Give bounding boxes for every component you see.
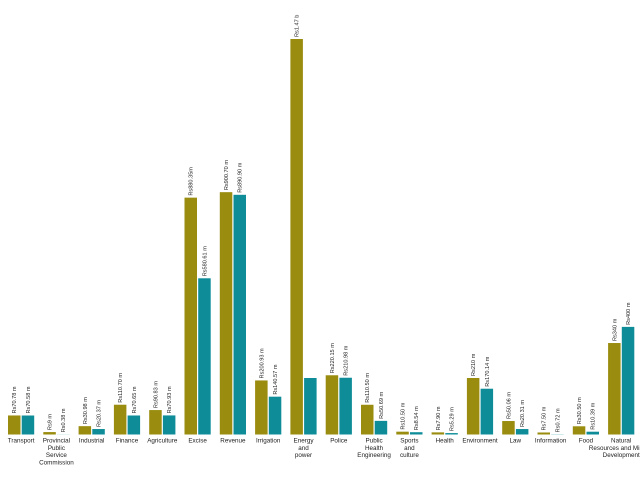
value-label-b-16: Rs10.39 m bbox=[591, 402, 597, 429]
bar-b-13 bbox=[480, 388, 494, 435]
value-label-b-4: Rs70.93 m bbox=[167, 386, 173, 413]
value-label-b-3: Rs70.65 m bbox=[132, 386, 138, 413]
value-label-b-10: Rs50.69 m bbox=[379, 391, 385, 418]
bar-b-9 bbox=[339, 377, 352, 435]
bar-b-0 bbox=[21, 415, 35, 435]
value-label-a-7: Rs200.93 m bbox=[259, 348, 265, 378]
value-label-a-10: Rs110.50 m bbox=[365, 373, 371, 403]
bar-b-2 bbox=[92, 429, 105, 435]
category-label-12: Health bbox=[436, 438, 455, 445]
bar-a-10 bbox=[361, 404, 374, 435]
category-labels-layer: Transport Provincial Public Service Commissi… bbox=[8, 438, 640, 467]
bar-a-5 bbox=[184, 197, 197, 435]
bar-b-8 bbox=[304, 378, 317, 435]
category-label-16: Food bbox=[579, 438, 594, 445]
category-label-3: Finance bbox=[116, 438, 139, 445]
value-label-a-5: Rs880.35m bbox=[189, 167, 195, 196]
bar-b-17 bbox=[621, 326, 635, 435]
value-label-a-17: Rs340 m bbox=[612, 318, 618, 341]
category-label-7: Irrigation bbox=[256, 438, 281, 445]
bar-a-15 bbox=[537, 432, 550, 435]
value-label-b-14: Rs20.31 m bbox=[520, 400, 526, 427]
value-label-a-1: Rs9 m bbox=[48, 414, 54, 431]
value-label-b-7: Rs140.57 m bbox=[273, 364, 279, 394]
category-label-8: Energy and power bbox=[294, 438, 315, 460]
value-label-a-0: Rs70.78 m bbox=[12, 386, 18, 413]
bar-a-16 bbox=[572, 426, 586, 435]
value-label-a-16: Rs30.50 m bbox=[577, 397, 583, 424]
category-label-10: Public Health Engineering bbox=[357, 438, 391, 460]
value-label-b-5: Rs580.61 m bbox=[202, 246, 208, 276]
value-label-a-6: Rs900.70 m bbox=[224, 160, 230, 190]
bar-b-10 bbox=[374, 420, 388, 435]
category-label-9: Police bbox=[330, 438, 348, 445]
bar-b-3 bbox=[127, 415, 141, 435]
value-label-a-12: Rs7.90 m bbox=[436, 406, 442, 430]
bar-b-6 bbox=[233, 194, 246, 435]
value-label-b-2: Rs20.37 m bbox=[97, 400, 103, 427]
value-label-b-1: Rs0.38 m bbox=[61, 408, 67, 432]
value-label-a-4: Rs90.83 m bbox=[153, 381, 159, 408]
value-label-a-9: Rs220.15 m bbox=[330, 343, 336, 373]
value-label-a-3: Rs110.70 m bbox=[118, 373, 124, 403]
bar-a-14 bbox=[502, 421, 515, 435]
value-label-b-12: Rs5.29 m bbox=[450, 407, 456, 431]
bar-a-7 bbox=[255, 380, 268, 435]
bar-a-2 bbox=[78, 426, 92, 435]
bar-a-3 bbox=[113, 404, 127, 435]
bar-a-9 bbox=[325, 375, 339, 435]
category-label-15: Information bbox=[535, 438, 567, 445]
category-label-14: Law bbox=[510, 438, 522, 445]
bars-layer bbox=[8, 39, 635, 435]
bar-a-11 bbox=[396, 431, 409, 435]
bar-b-7 bbox=[268, 396, 282, 435]
bar-a-1 bbox=[43, 432, 56, 435]
value-label-b-13: Rs170.14 m bbox=[485, 356, 491, 386]
value-label-b-9: Rs210.98 m bbox=[344, 345, 350, 375]
bar-b-14 bbox=[515, 429, 529, 435]
value-label-a-2: Rs30.98 m bbox=[83, 397, 89, 424]
category-label-6: Revenue bbox=[220, 438, 246, 445]
bar-b-12 bbox=[445, 433, 458, 435]
value-label-a-14: Rs50.06 m bbox=[506, 392, 512, 419]
category-label-5: Excise bbox=[188, 438, 207, 445]
value-label-b-11: Rs8.54 m bbox=[414, 406, 420, 430]
value-label-a-15: Rs7.50 m bbox=[542, 406, 548, 430]
category-label-1: Provincial Public Service Commission bbox=[39, 438, 74, 467]
value-label-a-8: Rs1.47 b bbox=[295, 15, 301, 37]
bar-b-11 bbox=[410, 432, 423, 435]
category-label-11: Sports and culture bbox=[400, 438, 419, 460]
value-label-b-0: Rs70.58 m bbox=[26, 386, 32, 413]
value-label-a-11: Rs10.50 m bbox=[401, 402, 407, 429]
bar-a-0 bbox=[8, 415, 21, 435]
category-label-0: Transport bbox=[8, 438, 35, 445]
value-label-b-15: Rs0.72 m bbox=[555, 408, 561, 432]
category-label-13: Environment bbox=[462, 438, 498, 445]
category-label-4: Agriculture bbox=[147, 438, 178, 445]
bar-a-13 bbox=[466, 378, 480, 435]
bar-a-6 bbox=[219, 192, 233, 435]
bar-a-8 bbox=[290, 39, 303, 435]
bar-b-16 bbox=[586, 431, 599, 435]
value-labels-layer: Rs70.78 m Rs70.58 m Rs9 m Rs0.38 m Rs30.98 m… bbox=[12, 15, 632, 433]
bar-b-5 bbox=[198, 278, 211, 435]
bar-a-12 bbox=[431, 432, 445, 435]
value-label-b-6: Rs890.90 m bbox=[238, 162, 244, 192]
bar-a-4 bbox=[149, 410, 162, 435]
bar-a-17 bbox=[608, 343, 621, 435]
value-label-b-17: Rs400 m bbox=[626, 302, 632, 325]
bar-b-4 bbox=[162, 415, 176, 435]
category-label-2: Industrial bbox=[79, 438, 105, 445]
value-label-a-13: Rs210 m bbox=[471, 353, 477, 376]
